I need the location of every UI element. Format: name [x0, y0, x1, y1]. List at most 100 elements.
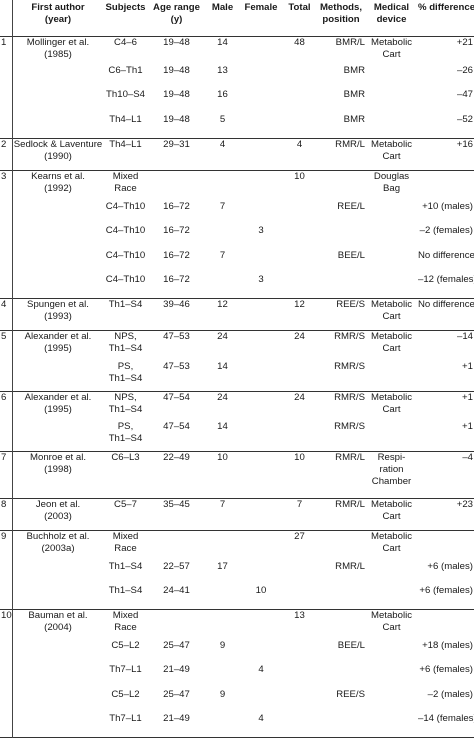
header-line: First author [31, 2, 85, 13]
cell-line: Cart [382, 510, 401, 522]
cell-line: Th10–S4 [106, 89, 145, 101]
cell-line: C4–Th10 [105, 274, 146, 285]
cell-total [283, 421, 316, 451]
table-row: C6–Th1 19–48 13 BMR –26 [0, 65, 474, 89]
cell-male: 9 [219, 688, 226, 700]
cell-number: 1 [1, 37, 7, 48]
cell-method: RMR/L [335, 452, 365, 464]
cell-total [283, 713, 316, 738]
table-row: 10 Bauman et al. (2004) Mixed Race 13 Metaboli… [0, 609, 474, 640]
table-row: Th1–S4 24–41 10 +6 (females) [0, 585, 474, 609]
cell-age-range: 29–31 [163, 138, 190, 150]
cell-male: 17 [217, 560, 228, 572]
cell-medical-device [366, 585, 417, 609]
cell-male: 9 [219, 639, 226, 651]
cell-line: PS, [117, 361, 134, 373]
cell-medical-device: Respi-ration Chamber [366, 452, 417, 498]
cell-line: Cart [382, 49, 401, 60]
cell-line: Douglas [373, 171, 410, 183]
cell-method [316, 585, 366, 609]
cell-first-author [12, 225, 104, 249]
table-row: Th1–S4 22–57 17 RMR/L +6 (males) [0, 561, 474, 585]
cell-method [316, 713, 366, 738]
table-row: C5–L2 25–47 9 REE/S –2 (males) [0, 689, 474, 713]
cell-total: 12 [294, 298, 305, 310]
cell-subjects: PS, Th1–S4 [104, 361, 147, 391]
table-row: Th7–L1 21–49 4 –14 (females) [0, 713, 474, 738]
table-row: C4–Th10 16–72 7 REE/L +10 (males) [0, 201, 474, 225]
cell-first-author [12, 114, 104, 138]
cell-subjects: C5–L2 [104, 640, 147, 664]
cell-female [239, 89, 283, 113]
cell-subjects: Mixed Race [104, 531, 147, 561]
cell-female [239, 37, 283, 65]
cell-line: Cart [382, 343, 401, 355]
header-number [0, 0, 12, 37]
cell-female [239, 498, 283, 531]
cell-number [0, 640, 12, 664]
cell-method: REE/S [336, 688, 365, 700]
cell-total [283, 201, 316, 225]
cell-age-range: 16–72 [163, 200, 190, 212]
cell-total [283, 361, 316, 391]
cell-method: RMR/L [335, 138, 365, 150]
cell-female [239, 391, 283, 421]
cell-line: Th1–S4 [108, 343, 143, 355]
cell-medical-device: Metabolic Cart [366, 331, 417, 361]
cell-line: Mollinger et al. [26, 37, 90, 48]
cell-subjects: Th7–L1 [104, 664, 147, 688]
cell-line: Race [114, 622, 137, 634]
cell-male: 24 [217, 331, 228, 343]
cell-total: 27 [294, 531, 305, 543]
cell-subjects: C6–Th1 [104, 65, 147, 89]
cell-line: (1985) [44, 49, 72, 60]
cell-medical-device [366, 114, 417, 138]
cell-number: 5 [1, 331, 7, 343]
cell-line: C4–Th10 [105, 200, 146, 212]
cell-medical-device [366, 89, 417, 113]
cell-number [0, 201, 12, 225]
cell-line: Bauman et al. [28, 610, 88, 622]
cell-medical-device [366, 65, 417, 89]
table-row: 1 Mollinger et al. (1985) C4–6 19–48 14 48 BMR/… [0, 36, 474, 65]
header-line: device [376, 14, 407, 25]
cell-medical-device: Metabolic Cart [366, 37, 417, 65]
table-row: C4–Th10 16–72 3 –12 (females) [0, 274, 474, 298]
cell-method: RMR/S [334, 421, 365, 433]
cell-medical-device: Metabolic Cart [366, 610, 417, 640]
table-row: C5–L2 25–47 9 BEE/L +18 (males) [0, 640, 474, 664]
cell-total: 48 [294, 37, 305, 48]
cell-line: Spungen et al. [27, 298, 89, 310]
table-row: C4–Th10 16–72 7 BEE/L No difference [0, 250, 474, 274]
cell-percent-difference: –26 [456, 64, 473, 76]
cell-first-author: Alexander et al. (1995) [12, 331, 104, 361]
cell-total: 10 [294, 171, 305, 183]
cell-line: C5–L2 [111, 688, 140, 700]
cell-percent-difference: No difference [418, 249, 474, 261]
cell-female [239, 331, 283, 361]
cell-method: BMR [343, 89, 365, 101]
cell-age-range: 25–47 [163, 639, 190, 651]
cell-line: NPS, [114, 331, 137, 343]
cell-line: Cart [382, 543, 401, 555]
cell-percent-difference: +6 (males) [427, 560, 473, 572]
cell-line: Race [114, 183, 137, 195]
cell-male: 13 [217, 64, 228, 76]
table-row: 7 Monroe et al. (1998) C6–L3 22–49 10 10 RMR/L R… [0, 451, 474, 498]
table-row: 3 Kearns et al. (1992) Mixed Race 10 Douglas Ba… [0, 170, 474, 201]
cell-method: BEE/L [337, 249, 365, 261]
cell-female: 10 [255, 585, 267, 597]
cell-total [283, 89, 316, 113]
cell-age-range: 25–47 [163, 688, 190, 700]
cell-subjects: Th1–S4 [104, 561, 147, 585]
cell-line: Th1–S4 [108, 298, 143, 310]
cell-line: Jeon et al. [35, 498, 81, 510]
header-line: (year) [44, 14, 72, 25]
cell-line: Respi- [377, 452, 406, 464]
cell-male [206, 664, 239, 688]
cell-percent-difference: +1 [462, 421, 473, 433]
cell-line: ration [379, 464, 404, 476]
cell-number [0, 250, 12, 274]
table-body: 1 Mollinger et al. (1985) C4–6 19–48 14 48 BMR/… [0, 36, 474, 738]
